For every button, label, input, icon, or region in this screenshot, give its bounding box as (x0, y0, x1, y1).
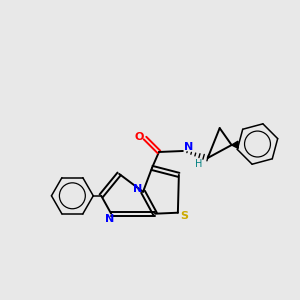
Text: N: N (133, 184, 142, 194)
Text: S: S (180, 211, 188, 221)
Text: N: N (105, 214, 114, 224)
Polygon shape (232, 141, 238, 148)
Text: N: N (184, 142, 193, 152)
Text: O: O (135, 132, 144, 142)
Text: H: H (195, 159, 202, 170)
